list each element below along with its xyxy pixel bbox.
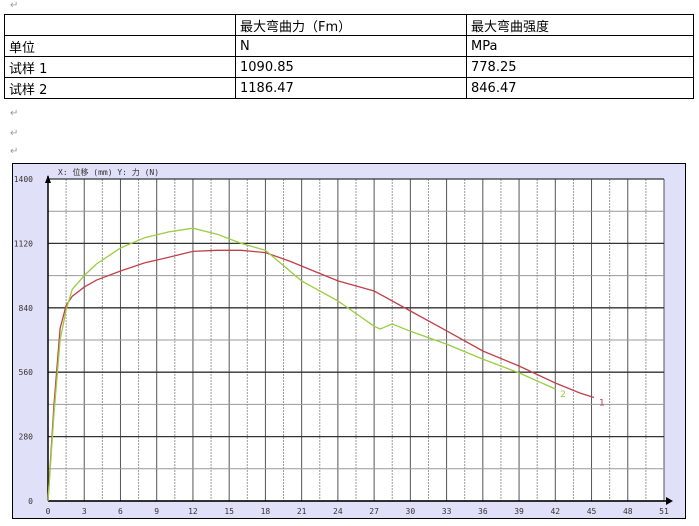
x-tick-label: 15	[224, 507, 234, 516]
paragraph-mark: ↵	[10, 128, 19, 139]
table-row: 试样 1 1090.85 778.25	[4, 56, 694, 78]
header-cell: 最大弯曲强度	[466, 14, 694, 36]
y-tick-label: 840	[19, 304, 34, 313]
x-tick-label: 0	[46, 507, 51, 516]
x-tick-label: 39	[514, 507, 524, 516]
x-tick-label: 3	[82, 507, 87, 516]
series-label-2: 2	[560, 390, 566, 400]
header-cell	[4, 14, 236, 36]
y-tick-label: 1400	[14, 175, 33, 184]
table-row: 试样 2 1186.47 846.47	[4, 77, 694, 99]
cell: 试样 1	[4, 56, 236, 78]
header-cell: 最大弯曲力（Fm）	[235, 14, 467, 36]
x-tick-label: 33	[442, 507, 452, 516]
x-tick-label: 48	[623, 507, 633, 516]
x-tick-label: 21	[297, 507, 307, 516]
chart-title: X: 位移 (mm) Y: 力 (N)	[58, 167, 159, 177]
x-tick-label: 12	[188, 507, 198, 516]
cell: 778.25	[466, 56, 694, 78]
paragraph-mark: ↵	[10, 108, 19, 119]
y-tick-label: 1120	[14, 239, 33, 248]
table-row: 单位 N MPa	[4, 35, 694, 57]
x-tick-label: 30	[406, 507, 416, 516]
series-label-1: 1	[599, 399, 605, 409]
x-tick-label: 9	[154, 507, 159, 516]
chart-svg: 0 3 6 9 12 15 18 21 24 27 30 33 36 39 42 45 48 5102805608…	[14, 167, 673, 516]
y-axis-arrow-icon	[45, 175, 51, 183]
x-tick-label: 51	[659, 507, 669, 516]
y-tick-label: 560	[19, 368, 34, 377]
y-tick-label: 280	[19, 433, 34, 442]
x-tick-label: 24	[333, 507, 343, 516]
x-axis-arrow-icon	[666, 497, 673, 505]
results-table: 最大弯曲力（Fm） 最大弯曲强度 单位 N MPa 试样 1 1090.85 7…	[4, 14, 694, 99]
y-tick-label: 0	[28, 497, 33, 506]
x-tick-label: 18	[261, 507, 271, 516]
cell: 试样 2	[4, 77, 236, 99]
cell: 1186.47	[235, 77, 467, 99]
x-tick-label: 6	[118, 507, 123, 516]
x-tick-label: 36	[478, 507, 488, 516]
series-line-2	[47, 227, 556, 502]
cell: 846.47	[466, 77, 694, 99]
cell: MPa	[466, 35, 694, 57]
x-tick-label: 27	[369, 507, 379, 516]
paragraph-mark: ↵	[10, 146, 19, 157]
x-tick-label: 42	[550, 507, 560, 516]
table-header-row: 最大弯曲力（Fm） 最大弯曲强度	[4, 14, 694, 36]
cell: N	[235, 35, 467, 57]
x-tick-label: 45	[587, 507, 597, 516]
force-displacement-chart[interactable]: 0 3 6 9 12 15 18 21 24 27 30 33 36 39 42 45 48 51 0 280 560 8…	[12, 163, 686, 519]
paragraph-mark: ↵	[10, 0, 19, 11]
cell: 单位	[4, 35, 236, 57]
cell: 1090.85	[235, 56, 467, 78]
series-line-1	[47, 249, 595, 502]
